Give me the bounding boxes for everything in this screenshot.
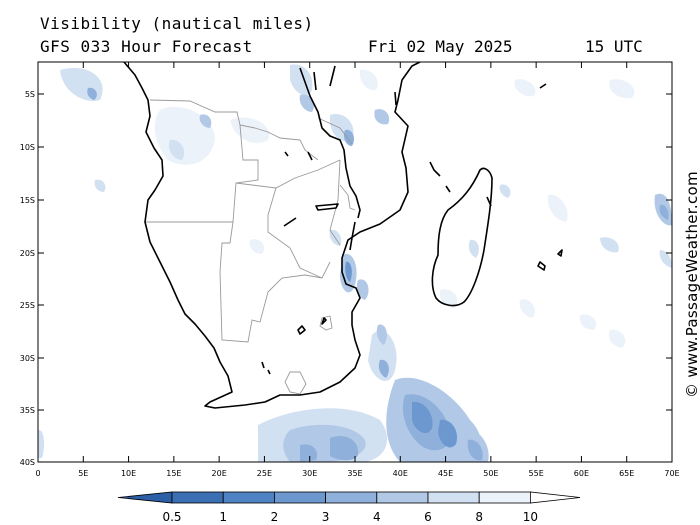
lat-label: 10S bbox=[20, 143, 35, 152]
lat-label: 35S bbox=[20, 406, 35, 415]
lon-label: 10E bbox=[121, 469, 136, 478]
lon-label: 55E bbox=[529, 469, 544, 478]
lat-label: 40S bbox=[20, 458, 35, 467]
latitude-axis: 5S 10S 15S 20S 25S 30S 35S 40S bbox=[20, 90, 672, 467]
legend-arrow-right bbox=[530, 491, 581, 504]
lon-label: 25E bbox=[257, 469, 272, 478]
legend-label: 6 bbox=[424, 510, 432, 524]
legend-label: 0.5 bbox=[162, 510, 181, 524]
lat-label: 5S bbox=[25, 90, 35, 99]
visibility-shading bbox=[38, 64, 672, 462]
lon-label: 30E bbox=[302, 469, 317, 478]
forecast-subtitle: GFS 033 Hour Forecast bbox=[40, 37, 253, 56]
lon-label: 45E bbox=[438, 469, 453, 478]
legend-label: 2 bbox=[271, 510, 279, 524]
chart-title: Visibility (nautical miles) bbox=[40, 14, 314, 33]
legend-arrow-left bbox=[117, 491, 173, 504]
legend-swatch bbox=[273, 491, 326, 504]
legend-swatch bbox=[427, 491, 480, 504]
country-borders bbox=[145, 99, 356, 395]
legend-swatch bbox=[325, 491, 378, 504]
legend-swatch bbox=[222, 491, 275, 504]
lat-label: 15S bbox=[20, 196, 35, 205]
legend-label: 3 bbox=[322, 510, 330, 524]
lon-label: 5E bbox=[78, 469, 88, 478]
forecast-time: 15 UTC bbox=[585, 37, 643, 56]
longitude-axis: 0 5E 10E 15E 20E 25E 30E 35E 40E 45E 50E 55E 60E 65E 7… bbox=[35, 62, 680, 478]
legend-label: 1 bbox=[219, 510, 227, 524]
legend-swatch bbox=[376, 491, 429, 504]
lon-label: 65E bbox=[619, 469, 634, 478]
coastline bbox=[123, 62, 563, 409]
legend-swatch bbox=[478, 491, 531, 504]
legend-swatch bbox=[171, 491, 224, 504]
lon-label: 50E bbox=[483, 469, 498, 478]
legend-label: 4 bbox=[373, 510, 381, 524]
forecast-date: Fri 02 May 2025 bbox=[368, 37, 513, 56]
legend-label: 8 bbox=[475, 510, 483, 524]
lon-label: 0 bbox=[35, 469, 40, 478]
legend-label: 10 bbox=[523, 510, 538, 524]
lat-label: 20S bbox=[20, 249, 35, 258]
lon-label: 35E bbox=[347, 469, 362, 478]
lon-label: 20E bbox=[212, 469, 227, 478]
lon-label: 40E bbox=[393, 469, 408, 478]
map-canvas bbox=[38, 62, 672, 462]
lon-label: 70E bbox=[664, 469, 679, 478]
lat-label: 25S bbox=[20, 301, 35, 310]
lon-label: 15E bbox=[166, 469, 181, 478]
lat-label: 30S bbox=[20, 354, 35, 363]
visibility-legend: 0.5 1 2 3 4 6 8 10 bbox=[117, 491, 581, 524]
lon-label: 60E bbox=[574, 469, 589, 478]
